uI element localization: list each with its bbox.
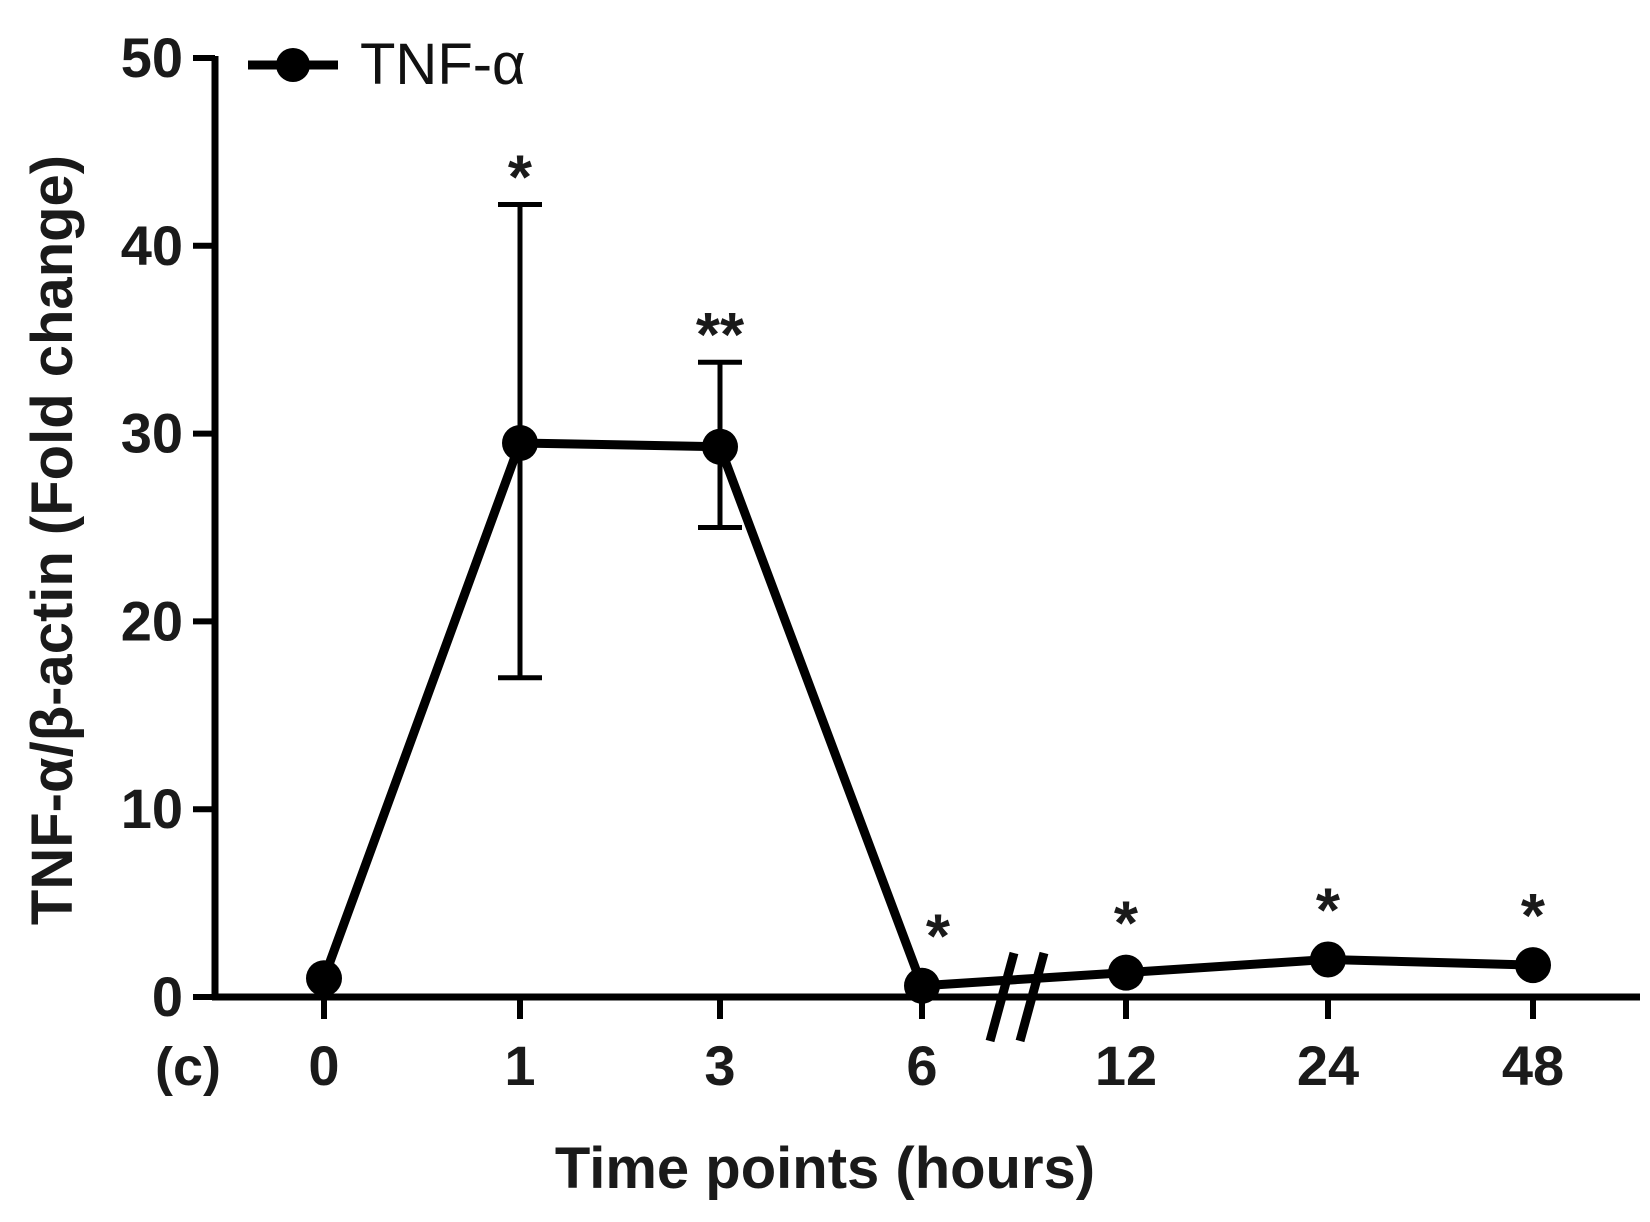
data-point <box>904 967 940 1004</box>
y-tick-label: 20 <box>121 589 183 652</box>
significance-marker: ** <box>696 301 745 370</box>
data-point <box>702 428 738 465</box>
data-point <box>306 960 342 997</box>
panel-label: (c) <box>155 1037 221 1097</box>
significance-marker: * <box>1521 882 1546 951</box>
data-layer <box>306 201 1551 1004</box>
x-tick-label: 12 <box>1095 1034 1157 1097</box>
significance-marker: * <box>1114 890 1139 959</box>
significance-marker: * <box>926 903 951 972</box>
y-axis-title: TNF-α/β-actin (Fold change) <box>20 155 85 925</box>
data-point <box>1515 947 1551 984</box>
x-tick-label: 0 <box>308 1034 339 1097</box>
data-point <box>1108 954 1144 991</box>
axis-break-mark <box>985 951 1019 1043</box>
significance-marker: * <box>508 143 533 212</box>
y-tick-label: 10 <box>121 777 183 840</box>
axis-break-mark <box>1015 951 1049 1043</box>
legend-marker <box>276 48 310 82</box>
label-layer: 0 10 20 30 40 50 0 1 3 6 12 24 48 (c) Time points (hou… <box>20 26 1564 1201</box>
x-axis-title: Time points (hours) <box>555 1136 1095 1201</box>
x-tick-label: 24 <box>1297 1034 1359 1097</box>
legend-label: TNF-α <box>360 32 526 97</box>
significance-marker: * <box>1316 876 1341 945</box>
data-point <box>1310 941 1346 978</box>
y-tick-label: 30 <box>121 402 183 465</box>
data-point <box>502 424 538 461</box>
x-tick-label: 1 <box>504 1034 535 1097</box>
y-tick-label: 50 <box>121 26 183 89</box>
x-tick-label: 3 <box>704 1034 735 1097</box>
x-tick-label: 48 <box>1502 1034 1564 1097</box>
y-tick-label: 0 <box>152 965 183 1028</box>
x-tick-label: 6 <box>906 1034 937 1097</box>
y-tick-label: 40 <box>121 214 183 277</box>
axes-layer <box>193 55 1640 1043</box>
